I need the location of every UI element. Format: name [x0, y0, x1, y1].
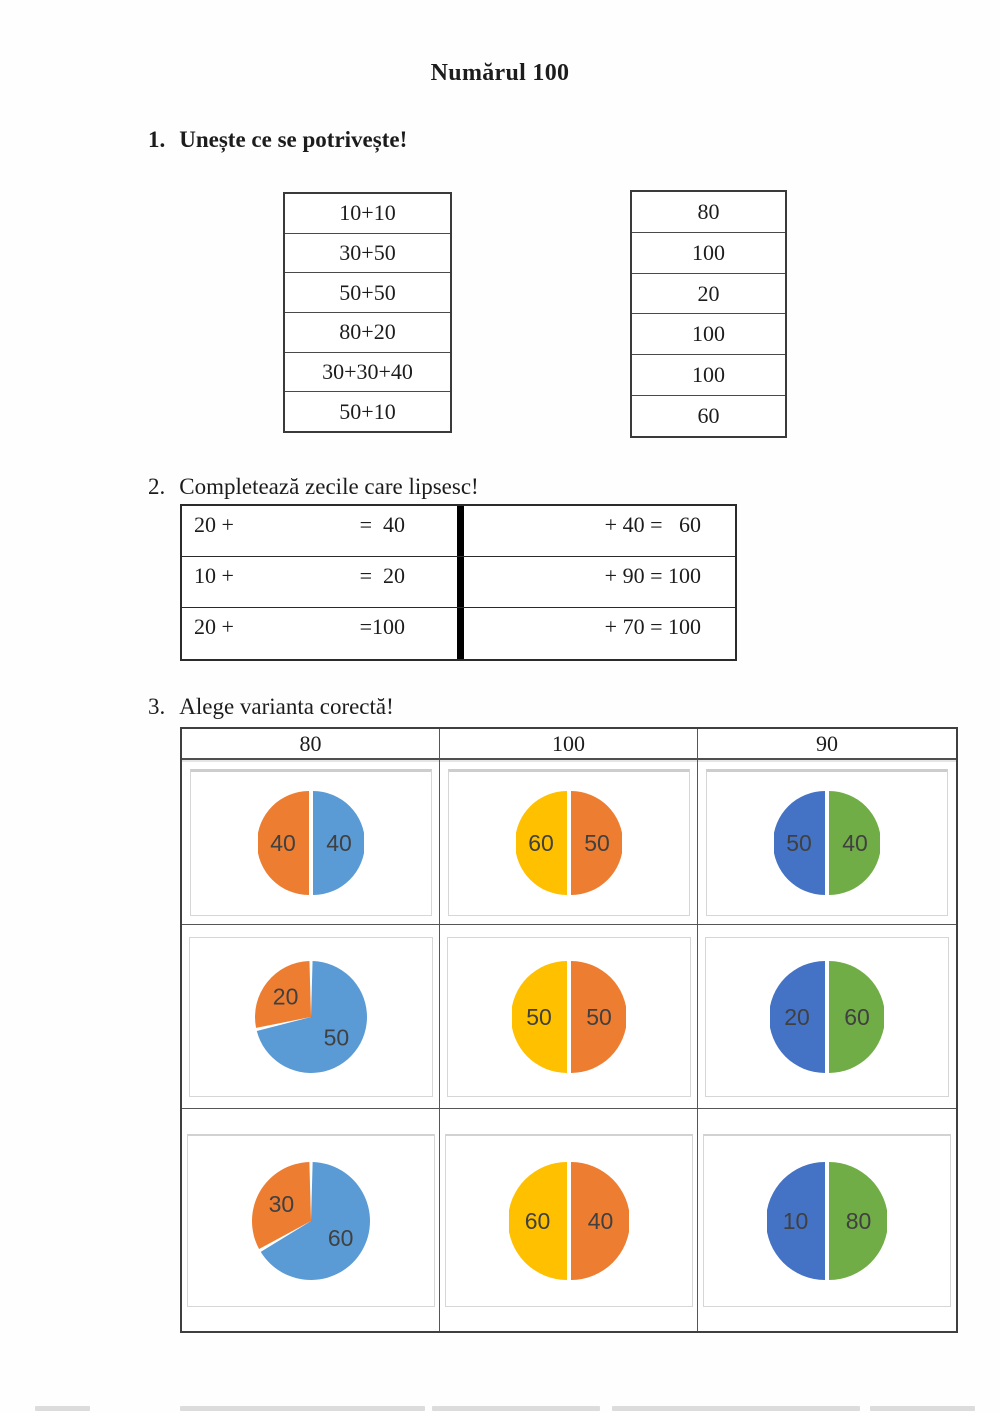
pie-slice-label: 40 — [842, 830, 868, 856]
chart-box: 20 60 — [705, 936, 949, 1097]
pie-slice-label: 50 — [586, 1004, 612, 1030]
pie-chart: 40 40 — [257, 791, 364, 895]
ex1-left-table: 10+10 30+50 50+50 80+20 30+30+40 50+10 — [283, 192, 452, 433]
ex2-left-cell: 20 + =100 — [182, 608, 457, 659]
pie-slice-label: 20 — [272, 983, 298, 1009]
match-item-left[interactable]: 50+50 — [285, 273, 450, 314]
pie-chart: 50 40 — [774, 791, 880, 895]
clipped-next-page-text — [432, 1406, 600, 1411]
match-item-right[interactable]: 80 — [632, 192, 785, 233]
ex2-right-expression: + 70 = 100 — [604, 614, 701, 639]
ex3-column-header: 80 — [182, 729, 440, 760]
ex2-right-cell: + 70 = 100 — [457, 608, 735, 659]
exercise2-prompt: Completează zecile care lipsesc! — [179, 474, 479, 499]
exercise3-heading: 3. Alege varianta corectă! — [148, 694, 394, 720]
clipped-next-page-text — [870, 1406, 975, 1411]
ex2-left-start: 20 + — [194, 512, 234, 537]
chart-box: 10 80 — [703, 1133, 951, 1307]
chart-box: 50 50 — [446, 936, 691, 1097]
pie-chart: 50 50 — [511, 960, 626, 1073]
ex2-right-expression: + 90 = 100 — [604, 563, 701, 588]
pie-chart: 50 20 — [254, 960, 367, 1073]
pie-slice-label: 40 — [270, 830, 296, 856]
match-item-left[interactable]: 80+20 — [285, 313, 450, 353]
pie-option-row2-col1[interactable]: 50 20 — [182, 925, 440, 1109]
pie-option-row1-col2[interactable]: 60 50 — [440, 760, 698, 925]
match-item-left[interactable]: 30+30+40 — [285, 353, 450, 393]
ex2-right-cell: + 90 = 100 — [457, 557, 735, 607]
pie-slice-label: 80 — [846, 1208, 872, 1234]
clipped-next-page-text — [35, 1406, 90, 1411]
pie-slice-label: 50 — [526, 1004, 552, 1030]
pie-slice-label: 40 — [587, 1208, 613, 1234]
ex2-right-cell: + 40 = 60 — [457, 506, 735, 556]
ex2-left-start: 10 + — [194, 563, 234, 588]
pie-slice-label: 50 — [323, 1024, 349, 1050]
exercise1-number: 1. — [148, 127, 166, 152]
ex2-left-end: = 20 — [359, 563, 405, 588]
ex3-options-grid: 80 100 90 40 40 60 50 50 40 50 20 50 50 20 60 60 30 60 40 1… — [180, 727, 958, 1333]
pie-option-row3-col1[interactable]: 60 30 — [182, 1109, 440, 1331]
ex2-left-end: =100 — [359, 614, 405, 639]
ex2-left-cell: 20 + = 40 — [182, 506, 457, 556]
pie-chart: 20 60 — [770, 960, 884, 1073]
chart-box: 50 40 — [706, 768, 948, 916]
pie-chart: 60 30 — [251, 1161, 370, 1280]
match-item-right[interactable]: 100 — [632, 233, 785, 274]
pie-option-row3-col2[interactable]: 60 40 — [440, 1109, 698, 1331]
page-title: Numărul 100 — [430, 60, 570, 86]
match-item-right[interactable]: 100 — [632, 314, 785, 356]
pie-slice-label: 60 — [528, 830, 554, 856]
pie-chart: 60 40 — [508, 1161, 629, 1280]
match-item-left[interactable]: 30+50 — [285, 234, 450, 274]
match-item-right[interactable]: 60 — [697, 403, 720, 429]
ex2-row: 20 + = 40 + 40 = 60 — [182, 506, 735, 557]
match-item-right[interactable]: 20 — [632, 274, 785, 315]
pie-slice-label: 30 — [268, 1190, 294, 1216]
match-item-left[interactable]: 10+10 — [285, 194, 450, 234]
ex2-row: 10 + = 20 + 90 = 100 — [182, 557, 735, 608]
chart-box: 40 40 — [189, 768, 432, 916]
pie-chart: 60 50 — [515, 791, 622, 895]
ex2-right-expression: + 40 = 60 — [604, 512, 701, 537]
pie-slice-label: 20 — [784, 1004, 810, 1030]
ex2-left-end: = 40 — [359, 512, 405, 537]
ex2-row: 20 + =100 + 70 = 100 — [182, 608, 735, 659]
clipped-next-page-text — [180, 1406, 425, 1411]
ex2-left-cell: 10 + = 20 — [182, 557, 457, 607]
pie-slice-label: 60 — [844, 1004, 870, 1030]
pie-slice-label: 40 — [326, 830, 352, 856]
ex1-right-table: 80 100 20 100 100 60 — [630, 190, 787, 438]
ex3-column-header: 100 — [440, 729, 698, 760]
pie-slice-label: 10 — [783, 1208, 809, 1234]
exercise3-number: 3. — [148, 694, 166, 719]
clipped-next-page-text — [612, 1406, 860, 1411]
pie-option-row3-col3[interactable]: 10 80 — [698, 1109, 956, 1331]
ex3-column-header: 90 — [698, 729, 956, 760]
exercise1-heading: 1. Unește ce se potrivește! — [148, 127, 407, 153]
pie-chart: 10 80 — [767, 1161, 887, 1280]
chart-box: 60 30 — [186, 1133, 435, 1307]
pie-option-row2-col2[interactable]: 50 50 — [440, 925, 698, 1109]
exercise1-prompt: Unește ce se potrivește! — [179, 127, 408, 152]
pie-option-row1-col1[interactable]: 40 40 — [182, 760, 440, 925]
exercise2-heading: 2. Completează zecile care lipsesc! — [148, 474, 479, 500]
match-item-left[interactable]: 50+10 — [339, 398, 396, 424]
chart-box: 50 20 — [188, 936, 433, 1097]
ex2-table: 20 + = 40 + 40 = 60 10 + = 20 + 90 = 100 20 + =… — [180, 504, 737, 661]
pie-slice-label: 60 — [327, 1225, 353, 1251]
exercise2-number: 2. — [148, 474, 166, 499]
match-item-right[interactable]: 100 — [632, 355, 785, 397]
pie-option-row1-col3[interactable]: 50 40 — [698, 760, 956, 925]
exercise3-prompt: Alege varianta corectă! — [179, 694, 394, 719]
chart-box: 60 40 — [444, 1133, 693, 1307]
chart-box: 60 50 — [447, 768, 690, 916]
pie-slice-label: 50 — [584, 830, 610, 856]
pie-slice-label: 60 — [524, 1208, 550, 1234]
pie-slice-label: 50 — [786, 830, 812, 856]
pie-option-row2-col3[interactable]: 20 60 — [698, 925, 956, 1109]
ex2-left-start: 20 + — [194, 614, 234, 639]
